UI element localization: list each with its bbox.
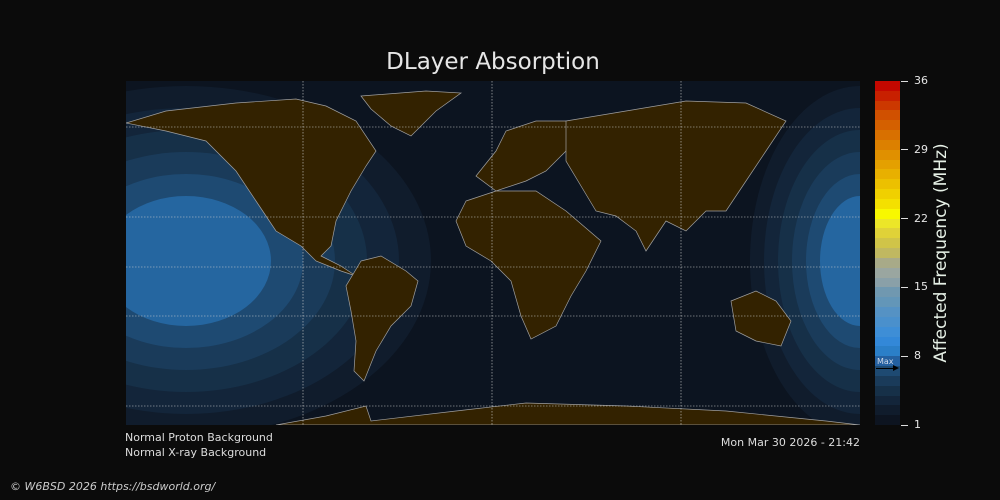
colorbar-tick: 22 [901, 212, 928, 225]
colorbar-band [875, 110, 900, 121]
colorbar-band [875, 395, 900, 406]
colorbar-band [875, 267, 900, 279]
colorbar-band [875, 149, 900, 161]
colorbar-band [875, 366, 900, 377]
absorption-contour [820, 196, 860, 326]
colorbar-band [875, 179, 900, 190]
australia [730, 290, 792, 347]
colorbar-band [875, 228, 900, 239]
asia [565, 100, 787, 252]
colorbar-band [875, 415, 900, 426]
colorbar-band [875, 326, 900, 338]
copyright-footer: © W6BSD 2026 https://bsdworld.org/ [10, 480, 216, 493]
colorbar-band [875, 238, 900, 249]
colorbar-band [875, 356, 900, 367]
north-america [126, 98, 377, 277]
colorbar-band [875, 375, 900, 387]
colorbar-tick: 29 [901, 143, 928, 156]
colorbar-band [875, 169, 900, 180]
colorbar-band [875, 198, 900, 210]
colorbar-band [875, 336, 900, 347]
colorbar-band [875, 277, 900, 288]
graticule [126, 81, 860, 425]
colorbar-tick: 8 [901, 349, 921, 362]
colorbar-band [875, 316, 900, 328]
colorbar-band [875, 218, 900, 229]
colorbar-tick: 36 [901, 74, 928, 87]
colorbar-band [875, 120, 900, 131]
colorbar-band [875, 139, 900, 151]
colorbar-band [875, 189, 900, 200]
colorbar-band [875, 297, 900, 308]
colorbar-band [875, 81, 900, 92]
max-arrow-icon [876, 365, 899, 371]
absorption-contour [126, 196, 271, 326]
absorption-map [126, 81, 860, 425]
colorbar-band [875, 100, 900, 111]
colorbar-band [875, 90, 900, 102]
colorbar-band [875, 346, 900, 357]
colorbar [875, 81, 900, 426]
map-title: DLayer Absorption [386, 49, 600, 75]
colorbar-band [875, 287, 900, 298]
south-america [345, 255, 419, 382]
colorbar-band [875, 257, 900, 269]
colorbar-band [875, 208, 900, 220]
colorbar-band [875, 307, 900, 318]
colorbar-band [875, 248, 900, 259]
antarctica [275, 402, 860, 425]
proton-status: Normal Proton Background [125, 431, 273, 444]
timestamp: Mon Mar 30 2026 - 21:42 [720, 436, 860, 449]
colorbar-band [875, 385, 900, 396]
greenland [360, 90, 463, 137]
max-marker-label: Max [877, 357, 894, 366]
colorbar-band [875, 405, 900, 416]
colorbar-tick: 15 [901, 280, 928, 293]
colorbar-tick: 1 [901, 418, 921, 431]
xray-status: Normal X-ray Background [125, 446, 267, 459]
colorbar-label: Affected Frequency (MHz) [931, 143, 951, 363]
colorbar-band [875, 130, 900, 141]
colorbar-band [875, 159, 900, 170]
